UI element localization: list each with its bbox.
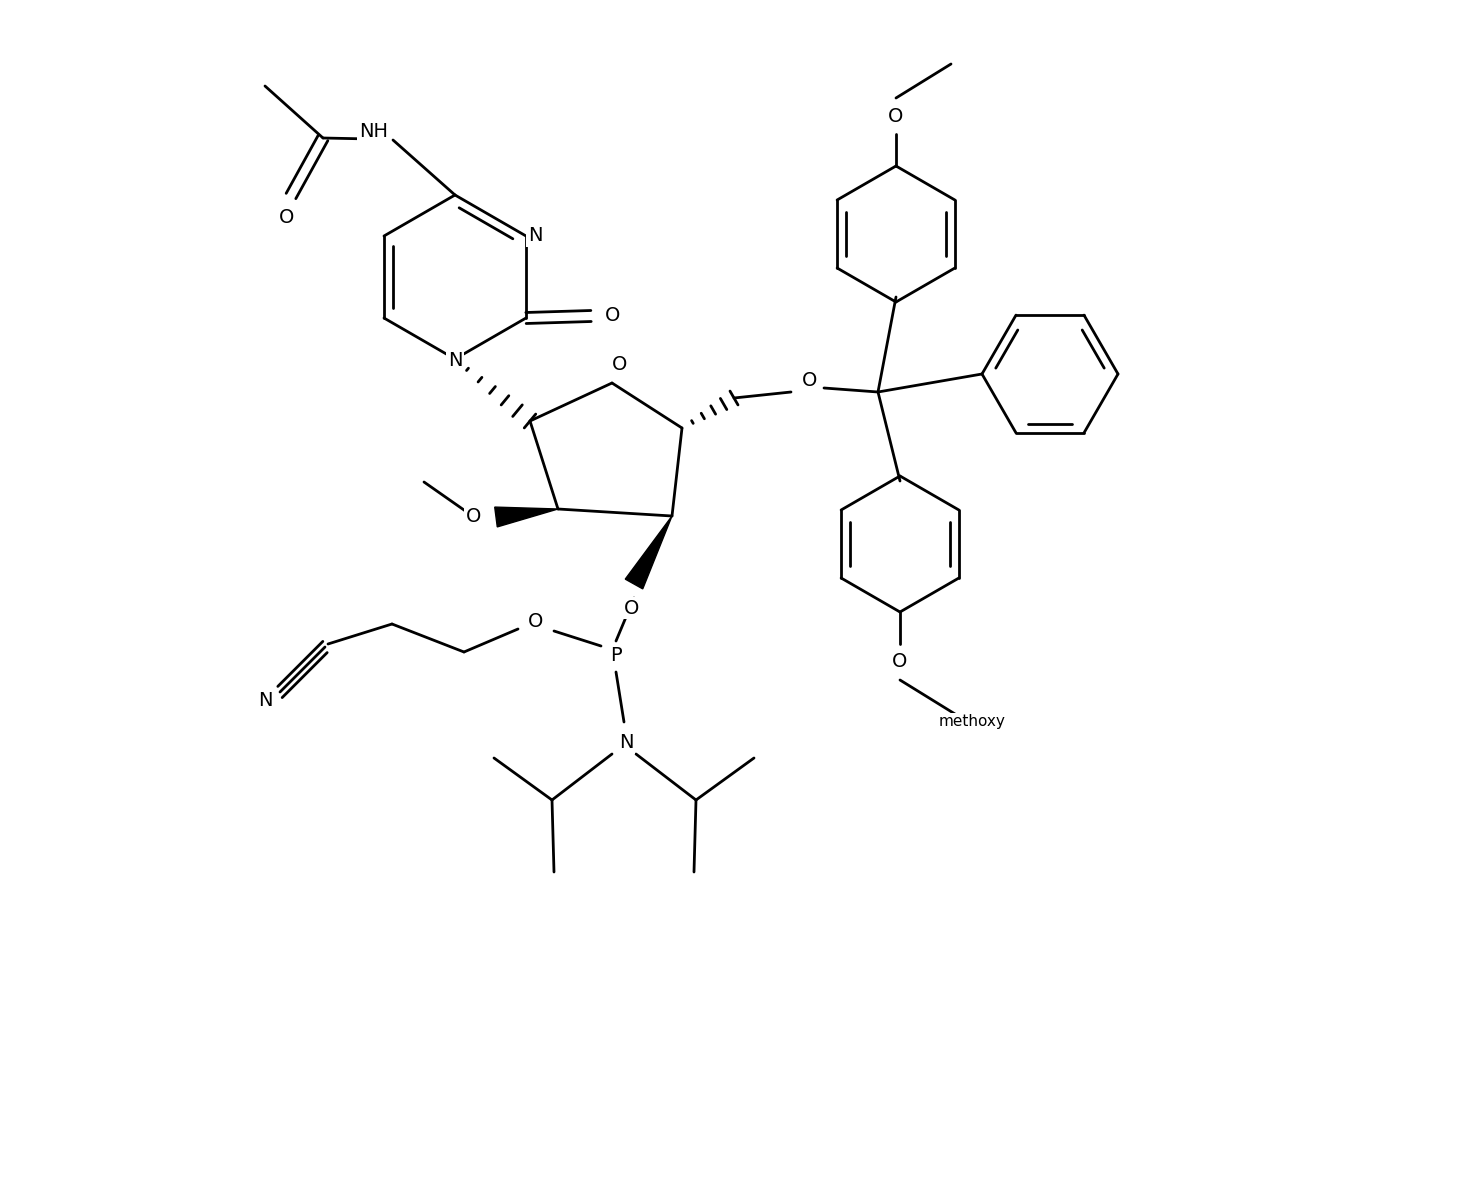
Polygon shape (625, 516, 672, 589)
Text: P: P (610, 647, 622, 666)
Polygon shape (495, 507, 559, 526)
Text: O: O (892, 653, 908, 672)
Text: N: N (258, 690, 273, 709)
Text: O: O (279, 208, 295, 227)
Text: O: O (889, 107, 904, 125)
Text: O: O (612, 356, 628, 375)
Text: O: O (802, 370, 818, 389)
Text: O: O (625, 599, 640, 618)
Text: NH: NH (360, 123, 388, 142)
Text: N: N (448, 351, 463, 370)
Text: N: N (528, 226, 542, 245)
Text: O: O (606, 307, 621, 326)
Text: O: O (528, 613, 544, 631)
Text: O: O (466, 507, 481, 526)
Text: methoxy: methoxy (939, 714, 1005, 730)
Text: N: N (619, 733, 634, 752)
